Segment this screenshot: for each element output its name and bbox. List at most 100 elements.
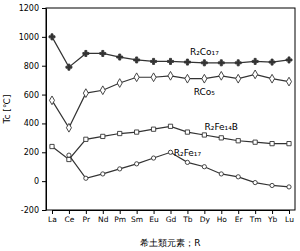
- x-tick-label: Pm: [114, 215, 126, 224]
- y-tick-label: 600: [24, 91, 39, 100]
- x-tick: Yb: [267, 210, 278, 224]
- series-marker: [83, 89, 88, 98]
- x-tick-label: Nd: [98, 215, 109, 224]
- x-tick-mark: [86, 210, 87, 214]
- series-marker: [50, 144, 54, 148]
- x-tick-mark: [204, 210, 205, 214]
- series-marker: [253, 70, 258, 79]
- series-marker: [118, 131, 122, 135]
- series-marker: [252, 58, 258, 64]
- series-line: [52, 37, 289, 67]
- series-line: [52, 126, 289, 159]
- x-tick-label: Tm: [249, 215, 262, 224]
- y-tick: 1200: [19, 4, 46, 13]
- series-marker: [66, 64, 72, 70]
- series-label: RCo₅: [194, 87, 216, 97]
- series-marker: [235, 60, 241, 66]
- series-marker: [202, 133, 206, 137]
- y-tick-label: 1200: [19, 4, 39, 13]
- series-marker: [49, 34, 55, 40]
- y-tick: 400: [24, 119, 46, 128]
- series-marker: [101, 172, 105, 176]
- x-tick: Tb: [182, 210, 193, 224]
- x-tick-label: Tb: [182, 215, 193, 224]
- series-marker: [83, 50, 89, 56]
- series-marker: [287, 142, 291, 146]
- y-tick-mark: [42, 123, 46, 124]
- x-tick-mark: [187, 210, 188, 214]
- y-tick: 0: [34, 177, 46, 186]
- y-tick-mark: [42, 152, 46, 153]
- x-tick-mark: [238, 210, 239, 214]
- x-tick: Gd: [166, 210, 177, 224]
- series-marker: [84, 137, 88, 141]
- x-tick-label: Pr: [83, 215, 91, 224]
- series-marker: [134, 73, 139, 82]
- x-tick-label: La: [48, 215, 57, 224]
- series-marker: [117, 54, 123, 60]
- series-marker: [219, 71, 224, 80]
- series-marker: [118, 167, 122, 171]
- series-marker: [236, 139, 240, 143]
- y-tick-mark: [42, 8, 46, 9]
- chart: -200020040060080010001200LaCePrNdPmSmEuG…: [0, 0, 300, 251]
- series-marker: [168, 71, 173, 80]
- series-marker: [151, 156, 155, 160]
- x-tick: Ce: [64, 210, 74, 224]
- series-marker: [168, 58, 174, 64]
- x-tick-mark: [171, 210, 172, 214]
- series-marker: [270, 183, 274, 187]
- series-marker: [219, 172, 223, 176]
- x-tick-mark: [289, 210, 290, 214]
- x-tick-mark: [52, 210, 53, 214]
- y-tick-label: 1000: [19, 33, 39, 42]
- plot-frame: [46, 8, 295, 210]
- y-tick-label: 200: [24, 148, 39, 157]
- series-marker: [134, 57, 140, 63]
- series-line: [52, 74, 289, 127]
- series-marker: [151, 73, 156, 82]
- series-marker: [236, 74, 241, 83]
- x-tick-mark: [103, 210, 104, 214]
- series-label: R₂Co₁₇: [190, 47, 219, 57]
- series-marker: [66, 123, 71, 132]
- x-tick-mark: [137, 210, 138, 214]
- y-tick-label: -200: [21, 206, 39, 215]
- x-tick: Tm: [249, 210, 262, 224]
- y-axis-line: [46, 9, 47, 211]
- series-marker: [269, 59, 275, 65]
- y-tick: 200: [24, 148, 46, 157]
- y-tick: -200: [21, 206, 46, 215]
- x-tick-label: Dy: [200, 215, 211, 224]
- x-tick-label: Er: [235, 215, 244, 224]
- x-tick: Dy: [200, 210, 211, 224]
- series-marker: [219, 136, 223, 140]
- y-tick-mark: [42, 66, 46, 67]
- series-marker: [287, 185, 291, 189]
- y-axis: -200 0 200 400 600 800 1000 1200: [19, 4, 47, 215]
- series-marker: [270, 74, 275, 83]
- series-marker: [253, 140, 257, 144]
- series-label: R₂Fe₁₇: [174, 148, 202, 158]
- x-tick-label: Ho: [217, 215, 228, 224]
- x-axis: LaCePrNdPmSmEuGdTbDyHoErTmYbLu: [48, 210, 294, 224]
- y-tick: 800: [24, 62, 46, 71]
- x-tick-mark: [221, 210, 222, 214]
- plot-area: [49, 34, 292, 189]
- y-tick-mark: [42, 181, 46, 182]
- x-tick: Nd: [98, 210, 109, 224]
- series-marker: [185, 130, 189, 134]
- series-marker: [253, 180, 257, 184]
- series-marker: [185, 74, 190, 83]
- series-marker: [236, 175, 240, 179]
- y-tick-mark: [42, 210, 46, 211]
- series-marker: [168, 124, 172, 128]
- x-tick-mark: [154, 210, 155, 214]
- x-tick-label: Ce: [64, 215, 74, 224]
- x-tick-label: Eu: [149, 215, 159, 224]
- x-tick: Pm: [114, 210, 126, 224]
- x-tick: Ho: [217, 210, 228, 224]
- x-tick: Lu: [285, 210, 294, 224]
- x-tick: Pr: [83, 210, 91, 224]
- y-tick: 1000: [19, 33, 46, 42]
